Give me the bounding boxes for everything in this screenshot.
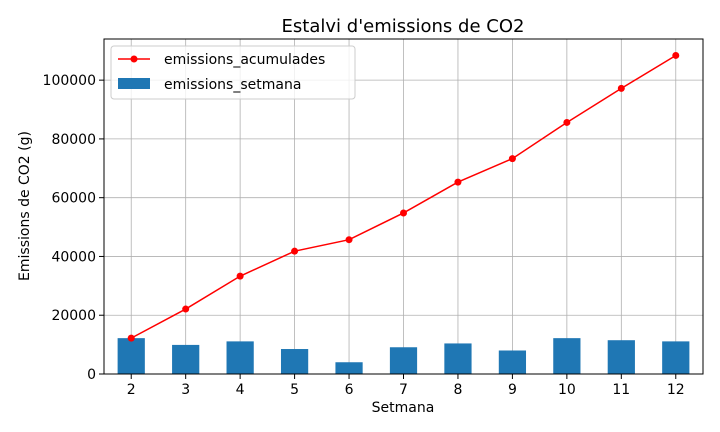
chart-title: Estalvi d'emissions de CO2 — [282, 16, 525, 37]
y-tick-label: 100000 — [43, 73, 96, 89]
legend: emissions_acumulades emissions_setmana — [110, 45, 356, 100]
bar-week-3 — [172, 344, 200, 374]
line-point-week-10 — [563, 118, 571, 126]
y-tick-label: 20000 — [51, 308, 96, 324]
y-tick-label: 80000 — [51, 132, 96, 148]
line-point-week-8 — [454, 178, 462, 186]
line-point-week-7 — [400, 209, 407, 217]
line-point-week-9 — [508, 155, 516, 163]
bar-week-8 — [444, 343, 472, 374]
y-tick-label: 60000 — [51, 191, 96, 207]
line-point-week-5 — [291, 247, 299, 255]
y-axis-ticks: 0 20000 40000 60000 80000 100000 — [43, 73, 104, 383]
bar-week-7 — [389, 347, 418, 374]
x-tick-label: 2 — [127, 382, 136, 398]
x-tick-label: 4 — [236, 382, 245, 398]
y-tick-label: 40000 — [51, 249, 96, 265]
line-point-week-6 — [345, 236, 353, 244]
x-tick-label: 7 — [399, 382, 408, 398]
bar-week-6 — [335, 362, 363, 374]
y-axis-label: Emissions de CO2 (g) — [17, 131, 33, 281]
bar-week-5 — [280, 349, 309, 374]
x-tick-label: 10 — [558, 382, 576, 398]
x-axis-ticks: 2 3 4 5 6 7 8 9 10 11 12 — [127, 374, 685, 398]
legend-bar-swatch — [118, 78, 150, 89]
line-point-week-2 — [127, 334, 135, 342]
legend-label-line: emissions_acumulades — [164, 52, 325, 68]
bar-week-10 — [553, 338, 581, 374]
bar-week-9 — [498, 350, 527, 374]
x-tick-label: 5 — [290, 382, 299, 398]
x-tick-label: 9 — [508, 382, 517, 398]
bar-week-2 — [117, 338, 145, 374]
line-series — [127, 51, 680, 342]
line-point-week-12 — [672, 51, 680, 59]
x-tick-label: 12 — [667, 382, 685, 398]
bar-week-12 — [662, 341, 690, 374]
line-point-week-11 — [617, 84, 625, 92]
legend-line-marker — [130, 55, 138, 63]
x-tick-label: 3 — [181, 382, 190, 398]
line-point-week-4 — [236, 272, 244, 280]
legend-box — [110, 45, 356, 100]
x-tick-label: 6 — [345, 382, 354, 398]
bars — [117, 338, 690, 374]
y-tick-label: 0 — [87, 367, 96, 383]
bar-week-11 — [607, 340, 635, 374]
x-tick-label: 8 — [453, 382, 462, 398]
x-axis-label: Setmana — [372, 400, 435, 416]
bar-week-4 — [226, 341, 254, 374]
line-point-week-3 — [182, 305, 190, 313]
legend-label-bar: emissions_setmana — [164, 77, 301, 93]
x-tick-label: 11 — [612, 382, 630, 398]
